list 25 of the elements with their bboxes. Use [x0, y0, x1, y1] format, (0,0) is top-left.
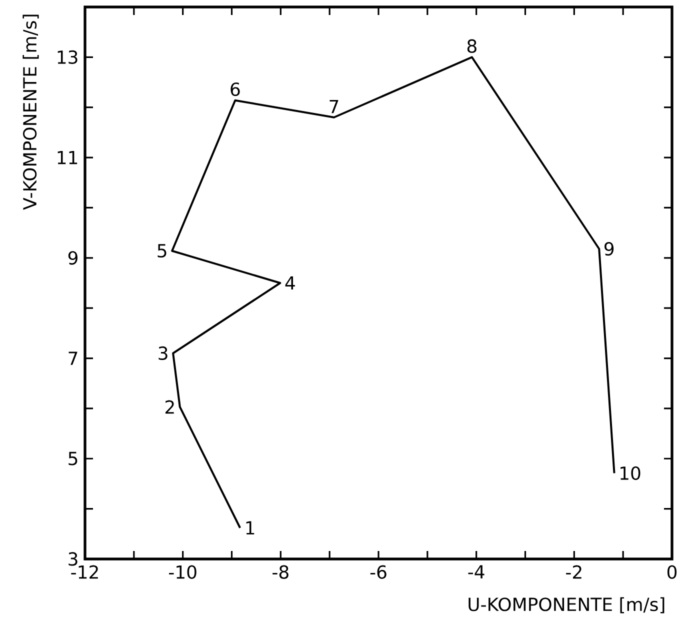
annotation: 6	[230, 82, 240, 96]
x-tick-label: -10	[169, 565, 196, 579]
y-tick-label: 11	[58, 150, 78, 164]
x-tick-label: -8	[272, 565, 288, 579]
annotation: 7	[330, 100, 338, 114]
y-tick-label: 5	[68, 452, 78, 466]
x-axis-title: U-KOMPONENTE [m/s]	[468, 597, 664, 614]
annotation: 1	[246, 521, 254, 534]
annotation: 3	[158, 346, 168, 360]
y-tick-label: 7	[68, 352, 78, 365]
annotation: 4	[285, 276, 295, 290]
x-tick-label: -4	[468, 565, 484, 578]
annotation: 2	[166, 400, 174, 414]
x-tick-label: -2	[566, 565, 582, 579]
y-axis-title: V-KOMPONENTE [m/s]	[22, 14, 39, 210]
y-tick-label: 9	[68, 251, 78, 265]
x-tick-label: 0	[667, 565, 677, 579]
annotation: 8	[467, 39, 476, 53]
x-tick-label: -12	[71, 565, 98, 579]
annotation: 9	[604, 242, 614, 256]
annotation: 10	[620, 466, 640, 480]
y-tick-label: 13	[58, 50, 78, 64]
y-tick-label: 3	[68, 552, 78, 566]
annotation: 5	[158, 244, 166, 258]
x-tick-label: -6	[370, 565, 386, 579]
